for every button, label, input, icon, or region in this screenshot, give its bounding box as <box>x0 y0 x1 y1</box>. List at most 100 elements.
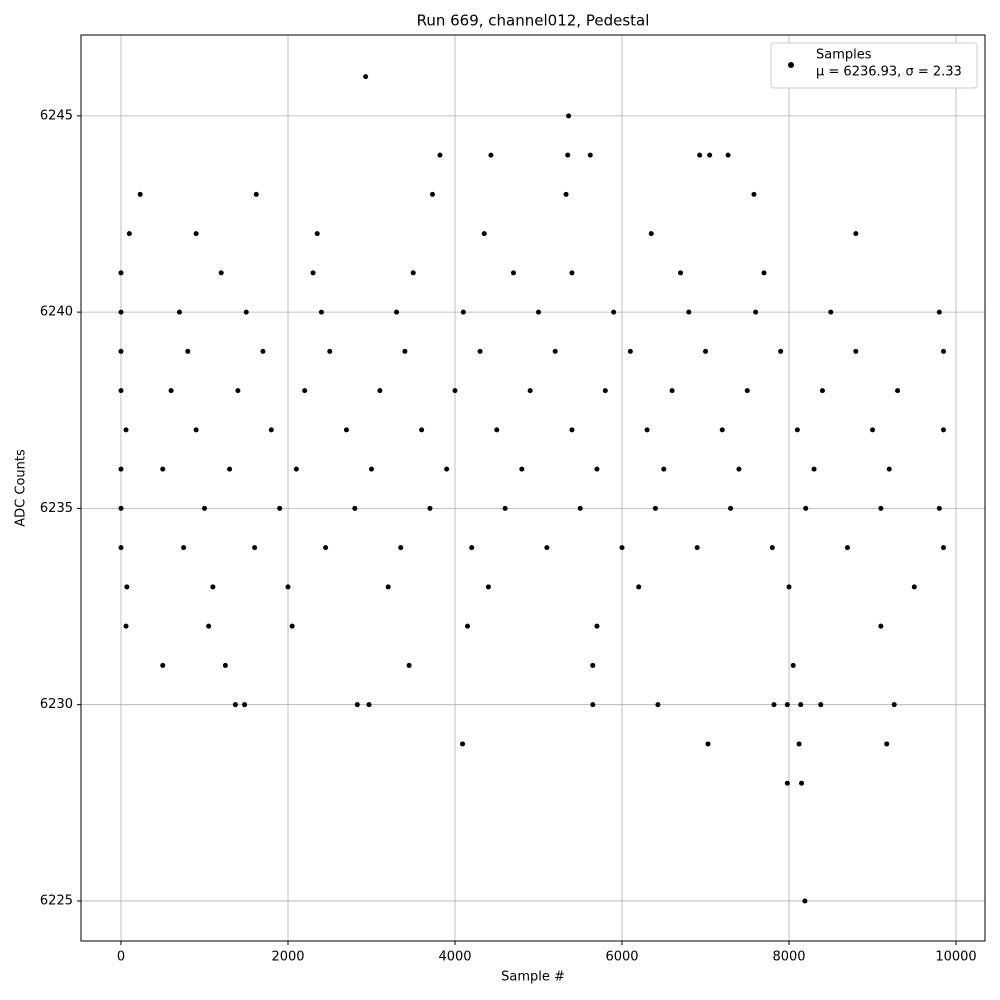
point <box>728 505 734 511</box>
point <box>118 466 124 472</box>
point <box>594 623 600 629</box>
point <box>232 702 238 708</box>
point <box>527 388 533 394</box>
point <box>235 388 241 394</box>
y-tick-label: 6240 <box>40 305 73 320</box>
legend-marker <box>788 62 794 68</box>
point <box>936 505 942 511</box>
legend-note: μ = 6236.93, σ = 2.33 <box>816 65 962 80</box>
point <box>590 702 596 708</box>
point <box>707 152 713 158</box>
point <box>778 348 784 354</box>
point <box>636 584 642 590</box>
point <box>410 270 416 276</box>
point <box>327 348 333 354</box>
point <box>293 466 299 472</box>
point <box>277 505 283 511</box>
x-tick-label: 8000 <box>772 950 805 965</box>
point <box>118 309 124 315</box>
point <box>437 152 443 158</box>
point <box>193 231 199 237</box>
point <box>811 466 817 472</box>
point <box>123 427 129 433</box>
point <box>385 584 391 590</box>
point <box>703 348 709 354</box>
point <box>488 152 494 158</box>
point <box>853 348 859 354</box>
x-tick-label: 2000 <box>271 950 304 965</box>
point <box>648 231 654 237</box>
grid <box>81 35 985 941</box>
plot-frame <box>80 34 986 942</box>
point <box>118 505 124 511</box>
point <box>352 505 358 511</box>
point <box>126 231 132 237</box>
point <box>891 702 897 708</box>
point <box>744 388 750 394</box>
point <box>363 74 369 80</box>
point <box>460 741 466 747</box>
point <box>318 309 324 315</box>
point <box>828 309 834 315</box>
y-tick-label: 6225 <box>40 893 73 908</box>
point <box>481 231 487 237</box>
legend-box <box>770 42 978 89</box>
point <box>844 545 850 551</box>
point <box>124 584 130 590</box>
x-tick-label: 0 <box>117 950 125 965</box>
point <box>705 741 711 747</box>
point <box>725 152 731 158</box>
point <box>222 662 228 668</box>
point <box>429 191 435 197</box>
points <box>118 74 946 904</box>
point <box>627 348 633 354</box>
point <box>761 270 767 276</box>
point <box>790 662 796 668</box>
point <box>619 545 625 551</box>
point <box>202 505 208 511</box>
point <box>394 309 400 315</box>
x-tick-label: 10000 <box>935 950 976 965</box>
x-axis-label: Sample # <box>501 970 565 985</box>
point <box>736 466 742 472</box>
point <box>940 348 946 354</box>
point <box>123 623 129 629</box>
point <box>519 466 525 472</box>
point <box>477 348 483 354</box>
point <box>302 388 308 394</box>
point <box>590 662 596 668</box>
point <box>594 466 600 472</box>
point <box>160 662 166 668</box>
point <box>940 545 946 551</box>
point <box>118 388 124 394</box>
point <box>402 348 408 354</box>
point <box>485 584 491 590</box>
point <box>669 388 675 394</box>
point <box>366 702 372 708</box>
point <box>786 584 792 590</box>
point <box>798 702 804 708</box>
point <box>661 466 667 472</box>
point <box>886 466 892 472</box>
point <box>406 662 412 668</box>
point <box>444 466 450 472</box>
point <box>510 270 516 276</box>
point <box>118 348 124 354</box>
point <box>118 270 124 276</box>
point <box>419 427 425 433</box>
point <box>771 702 777 708</box>
point <box>137 191 143 197</box>
y-axis-label: ADC Counts <box>14 449 29 527</box>
point <box>803 505 809 511</box>
point <box>218 270 224 276</box>
point <box>118 545 124 551</box>
point <box>552 348 558 354</box>
point <box>210 584 216 590</box>
point <box>819 388 825 394</box>
point <box>565 152 571 158</box>
point <box>193 427 199 433</box>
point <box>369 466 375 472</box>
